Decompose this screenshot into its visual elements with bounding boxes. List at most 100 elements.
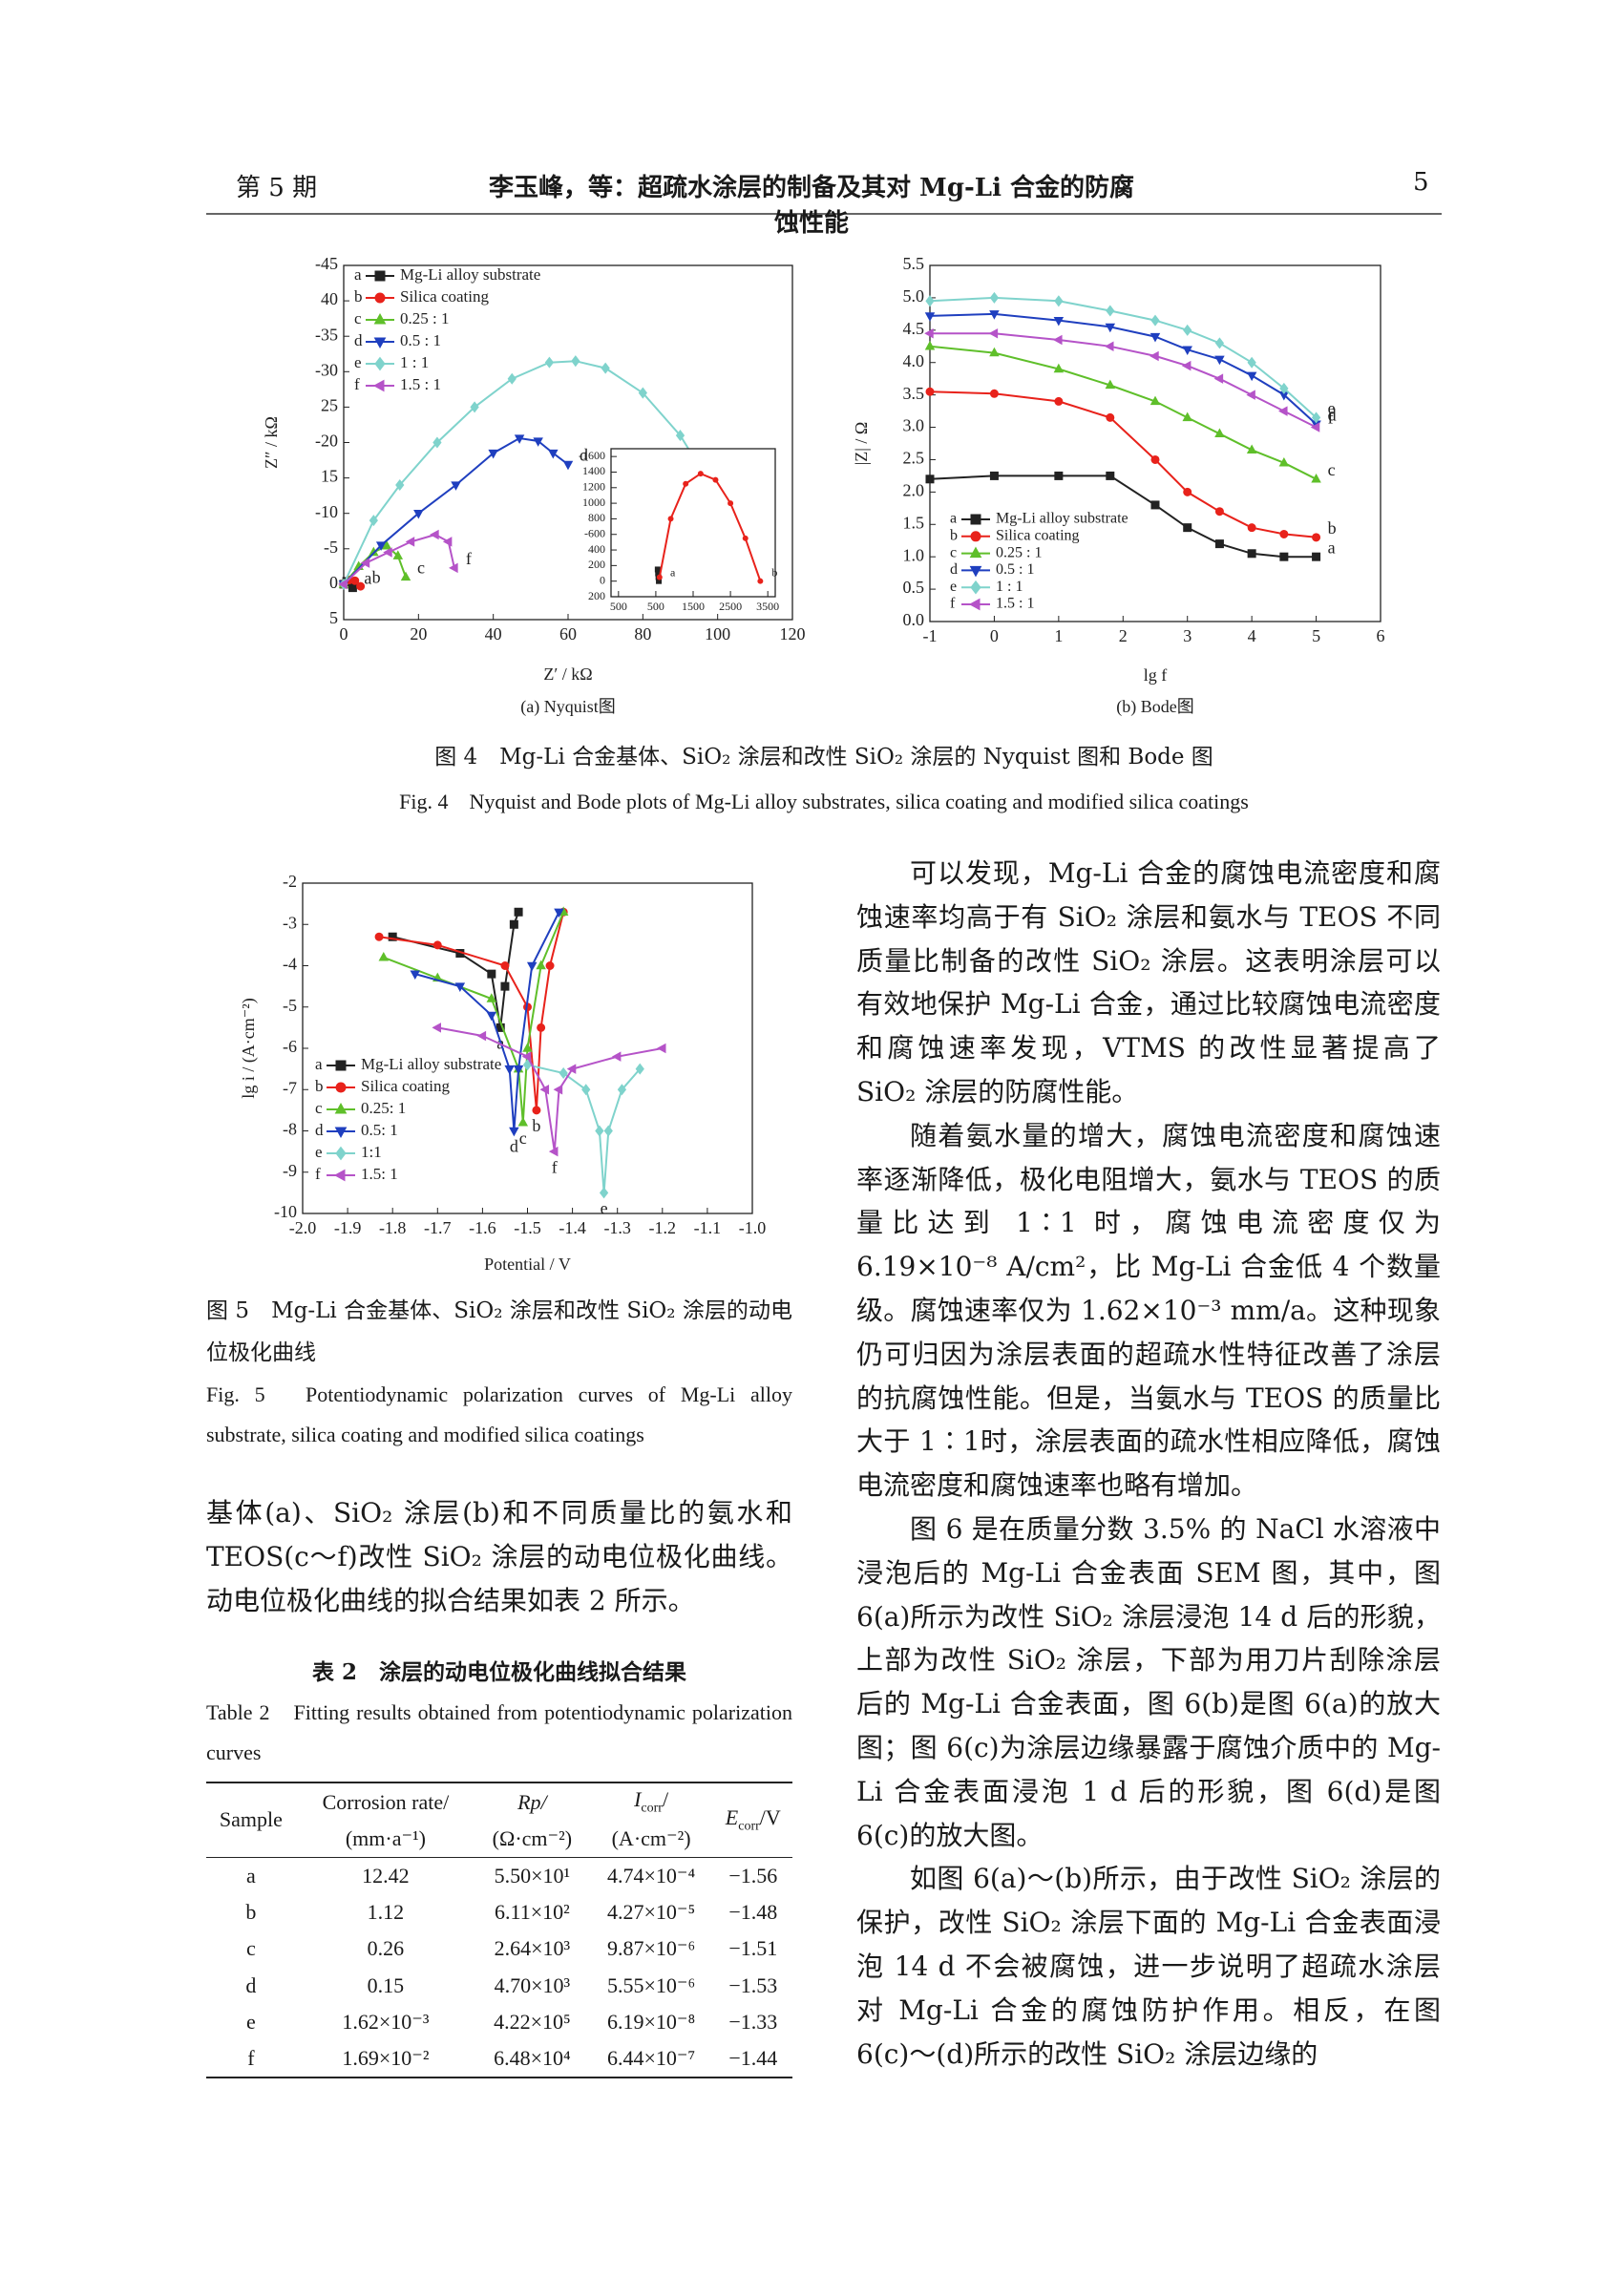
table-cell: 0.15 xyxy=(367,1972,405,1997)
y-tick-label: 2.5 xyxy=(903,449,925,468)
marker xyxy=(521,1051,532,1062)
table-cell: −1.53 xyxy=(728,1972,778,1997)
y-tick-label: 1200 xyxy=(582,480,605,494)
marker xyxy=(989,347,1000,357)
marker xyxy=(611,1051,622,1062)
marker xyxy=(413,510,424,519)
legend-key: a xyxy=(950,511,957,527)
x-tick-label: 2500 xyxy=(719,600,742,613)
legend-key: f xyxy=(315,1165,321,1183)
header-text: Sample xyxy=(219,1807,283,1832)
y-tick-label: 0.5 xyxy=(903,578,925,597)
legend-label: 0.25 : 1 xyxy=(996,544,1042,560)
marker xyxy=(1246,390,1255,400)
legend-key: a xyxy=(315,1055,323,1073)
marker xyxy=(1214,337,1225,349)
legend-key: c xyxy=(950,544,957,560)
curve-label: a xyxy=(364,569,371,588)
y-tick-label: -30 xyxy=(315,360,338,379)
x-tick-label: 20 xyxy=(410,624,427,643)
marker xyxy=(989,471,999,480)
legend-marker xyxy=(374,270,386,282)
series-line xyxy=(930,332,1318,429)
curve-label: a xyxy=(670,565,676,579)
series-line xyxy=(343,436,569,585)
marker xyxy=(395,478,405,492)
marker xyxy=(504,1065,515,1075)
issue: 第 5 期 xyxy=(236,174,318,202)
column-header: Corrosion rate/ xyxy=(296,1782,475,1821)
table-title-cn: 表 2 涂层的动电位极化曲线拟合结果 xyxy=(311,1659,686,1685)
table-cell: 1.12 xyxy=(367,1899,405,1924)
marker xyxy=(1183,487,1192,496)
table-cell: 4.27×10⁻⁵ xyxy=(606,1899,696,1924)
marker xyxy=(1182,411,1192,422)
marker xyxy=(667,516,674,522)
y-tick-label: 1.5 xyxy=(903,513,925,532)
legend-marker xyxy=(372,379,385,392)
marker xyxy=(1183,523,1192,533)
x-tick-label: -1.3 xyxy=(603,1218,631,1237)
marker xyxy=(1054,396,1064,406)
table-cell: b xyxy=(245,1899,257,1924)
header-unit: (A·cm⁻²) xyxy=(611,1825,691,1850)
marker xyxy=(369,515,378,527)
x-tick-label: -1 xyxy=(923,626,938,645)
marker xyxy=(1214,539,1224,549)
curve-label: d xyxy=(1328,405,1337,424)
marker xyxy=(526,961,538,972)
column-unit: (Ω·cm⁻²) xyxy=(475,1821,589,1857)
marker xyxy=(432,436,442,449)
table-cell: 0.26 xyxy=(367,1936,405,1961)
legend-key: f xyxy=(950,596,956,612)
marker xyxy=(1150,500,1160,510)
marker xyxy=(925,475,935,484)
column-header: Icorr/ xyxy=(589,1782,714,1821)
legend-marker xyxy=(333,1169,346,1182)
y-tick-label: 5.0 xyxy=(903,286,925,306)
column-header: Rp/ xyxy=(475,1782,589,1821)
curve-label: c xyxy=(417,559,425,578)
marker xyxy=(1182,346,1192,356)
legend-marker xyxy=(373,337,387,349)
legend-label: 1:1 xyxy=(361,1143,382,1161)
legend-key: e xyxy=(354,353,362,371)
y-tick-label: 0 xyxy=(329,573,338,592)
legend-key: c xyxy=(354,309,362,327)
legend-key: c xyxy=(315,1099,323,1117)
table-row: a 12.42 5.50×10¹ 4.74×10⁻⁴ −1.56 xyxy=(206,1857,792,1894)
x-tick-label: 2 xyxy=(1119,626,1128,645)
y-tick-label: -20 xyxy=(315,432,338,451)
table-cell: e xyxy=(245,2010,256,2035)
legend-label: Silica coating xyxy=(361,1077,451,1095)
x-tick-label: -1.4 xyxy=(559,1218,586,1237)
marker xyxy=(1312,552,1321,561)
y-tick-label: 0.0 xyxy=(903,610,925,629)
header-symbol: I xyxy=(634,1787,642,1812)
legend-label: Mg-Li alloy substrate xyxy=(996,511,1128,527)
marker xyxy=(1106,305,1115,317)
column-header: Ecorr/V xyxy=(714,1782,792,1857)
legend-key: f xyxy=(354,375,360,393)
y-tick-label: 1.0 xyxy=(903,545,925,564)
table-cell: −1.48 xyxy=(728,1899,778,1924)
y-tick-label: 200 xyxy=(588,589,605,602)
y-tick-label: 2.0 xyxy=(903,480,925,499)
x-tick-label: 120 xyxy=(780,624,806,643)
table-row: c 0.26 2.64×10³ 9.87×10⁻⁶ −1.51 xyxy=(206,1930,792,1968)
marker xyxy=(925,295,935,307)
series-line xyxy=(929,345,1318,480)
legend-label: 1 : 1 xyxy=(400,353,429,371)
marker xyxy=(562,460,574,471)
y-tick-label: 4.5 xyxy=(903,319,925,338)
table-row: b 1.12 6.11×10² 4.27×10⁻⁵ −1.48 xyxy=(206,1894,792,1931)
y-tick-label: 800 xyxy=(588,511,605,524)
marker xyxy=(360,558,370,568)
marker xyxy=(1311,411,1321,424)
legend-marker xyxy=(969,546,982,559)
marker xyxy=(656,574,663,580)
marker xyxy=(603,1125,613,1137)
marker xyxy=(697,471,704,477)
x-tick-label: 1 xyxy=(1054,626,1063,645)
y-tick-label: -8 xyxy=(283,1120,297,1139)
